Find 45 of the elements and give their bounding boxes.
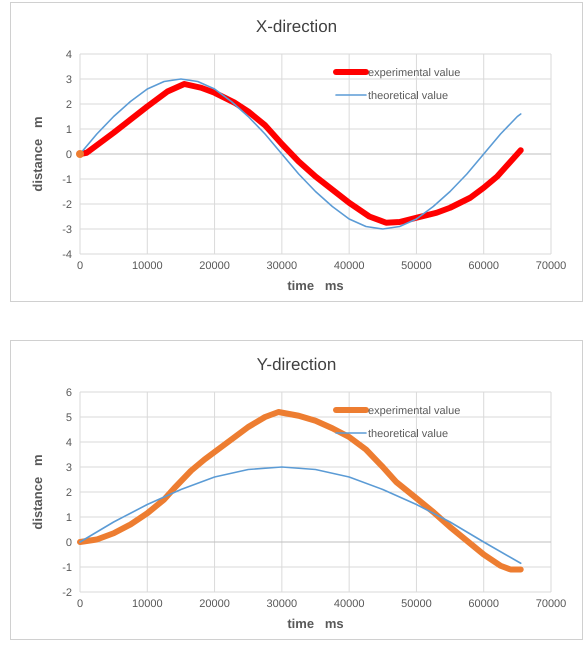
y-tick-label: 4 <box>66 436 72 449</box>
y-tick-label: 2 <box>66 486 72 499</box>
x-tick-label: 50000 <box>401 260 432 272</box>
y-tick-label: 2 <box>66 98 72 111</box>
y-tick-label: 0 <box>66 536 72 549</box>
x-tick-label: 70000 <box>536 598 566 610</box>
y-axis-title: distance m <box>30 454 45 530</box>
x-tick-label: 30000 <box>266 260 298 272</box>
y-tick-label: 6 <box>66 386 72 399</box>
y-tick-label: -4 <box>62 248 72 261</box>
chart-title: X-direction <box>256 17 338 36</box>
x-tick-label: 50000 <box>401 598 432 610</box>
x-tick-label: 70000 <box>536 260 566 272</box>
x-tick-label: 10000 <box>132 598 163 610</box>
y-tick-label: 1 <box>66 512 72 524</box>
x-tick-label: 60000 <box>468 598 500 610</box>
y-tick-label: 1 <box>66 124 72 136</box>
y-tick-label: 3 <box>66 462 72 474</box>
y-tick-label: 4 <box>66 48 72 61</box>
x-tick-label: 30000 <box>266 598 298 610</box>
x-tick-label: 60000 <box>468 260 500 272</box>
legend-label: theoretical value <box>368 90 448 102</box>
y-tick-label: -2 <box>62 198 72 211</box>
x-tick-label: 20000 <box>199 598 230 610</box>
x-tick-label: 40000 <box>334 260 364 272</box>
line-series <box>79 466 522 564</box>
y-tick-label: -1 <box>62 174 72 186</box>
x-tick-label: 0 <box>76 598 84 610</box>
y-tick-label: 3 <box>66 74 72 86</box>
x-tick-label: 10000 <box>132 260 163 272</box>
x-tick-label: 20000 <box>199 260 230 272</box>
y-tick-label: -3 <box>62 224 72 236</box>
legend-label: theoretical value <box>368 428 448 440</box>
y-tick-label: 0 <box>66 148 72 161</box>
chart-title: Y-direction <box>256 355 336 374</box>
legend-label: experimental value <box>368 404 460 417</box>
y-tick-label: 5 <box>66 412 72 424</box>
x-axis-title: time ms <box>287 616 344 631</box>
y-tick-label: -2 <box>62 586 72 599</box>
y-tick-label: -1 <box>62 562 72 574</box>
legend-label: experimental value <box>368 66 460 79</box>
x-tick-label: 0 <box>76 260 84 272</box>
x-tick-label: 40000 <box>334 598 364 610</box>
y-axis-title: distance m <box>30 116 45 192</box>
x-axis-title: time ms <box>287 278 344 293</box>
